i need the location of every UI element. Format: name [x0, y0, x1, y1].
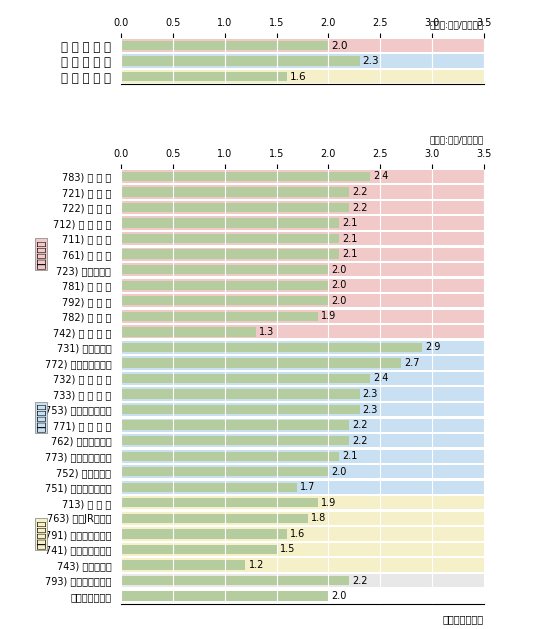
Bar	[121, 482, 298, 492]
Bar	[121, 55, 484, 68]
Bar	[121, 387, 484, 401]
Text: 2.2: 2.2	[353, 436, 368, 446]
Bar	[121, 309, 484, 323]
Text: 2.1: 2.1	[342, 451, 358, 461]
Bar	[121, 527, 484, 540]
Text: 1.5: 1.5	[280, 545, 295, 554]
Bar	[121, 234, 339, 243]
Bar	[121, 343, 422, 352]
Bar	[121, 467, 328, 476]
Text: （単位:箇所/人・日）: （単位:箇所/人・日）	[430, 136, 484, 145]
Text: 2.1: 2.1	[342, 249, 358, 259]
Bar	[121, 436, 349, 445]
Text: 2.4: 2.4	[373, 374, 388, 384]
Bar	[121, 216, 484, 230]
Text: 2.2: 2.2	[353, 420, 368, 430]
Text: 2.1: 2.1	[342, 233, 358, 243]
Text: 2.0: 2.0	[332, 40, 348, 50]
Bar	[121, 170, 484, 183]
Bar	[121, 434, 484, 447]
Text: 1.9: 1.9	[321, 311, 337, 321]
Text: 名所旧跡型: 名所旧跡型	[36, 240, 46, 269]
Bar	[121, 498, 318, 508]
Bar	[121, 514, 307, 523]
Bar	[121, 512, 484, 525]
Text: 2.3: 2.3	[362, 404, 378, 415]
Bar	[121, 265, 328, 274]
Bar	[121, 201, 484, 214]
Bar	[121, 420, 349, 430]
Bar	[121, 372, 484, 385]
Bar	[121, 452, 339, 461]
Bar	[121, 294, 484, 308]
Text: 2.0: 2.0	[332, 265, 347, 275]
Bar	[121, 359, 401, 367]
Text: 1.6: 1.6	[290, 72, 307, 82]
Text: 2.0: 2.0	[332, 591, 347, 601]
Bar	[121, 341, 484, 354]
Bar	[121, 403, 484, 416]
Text: 2.4: 2.4	[373, 172, 388, 181]
Bar	[121, 574, 484, 587]
Text: まちなか型: まちなか型	[36, 403, 46, 432]
Bar	[121, 72, 287, 81]
Text: 2.3: 2.3	[362, 389, 378, 399]
Bar	[121, 57, 360, 65]
Text: 資料：回遊調査: 資料：回遊調査	[443, 614, 484, 624]
Bar	[121, 172, 370, 181]
Bar	[121, 418, 484, 431]
Bar	[121, 250, 339, 259]
Bar	[121, 529, 287, 538]
Bar	[121, 576, 349, 585]
Bar	[121, 560, 245, 570]
Bar	[121, 325, 484, 338]
Bar	[121, 543, 484, 556]
Bar	[121, 281, 328, 290]
Bar	[121, 589, 484, 603]
Text: 2.0: 2.0	[332, 467, 347, 477]
Text: 2.7: 2.7	[404, 358, 420, 368]
Text: 2.9: 2.9	[425, 342, 440, 352]
Bar	[121, 248, 484, 261]
Bar	[121, 357, 484, 370]
Bar	[121, 327, 256, 337]
Text: 1.3: 1.3	[259, 327, 274, 337]
Bar	[121, 70, 484, 83]
Bar	[121, 559, 484, 572]
Bar	[121, 405, 360, 415]
Text: 1.9: 1.9	[321, 498, 337, 508]
Text: 2.1: 2.1	[342, 218, 358, 228]
Text: 2.3: 2.3	[362, 56, 379, 66]
Bar	[121, 218, 339, 228]
Text: 2.2: 2.2	[353, 576, 368, 586]
Bar	[121, 187, 349, 197]
Bar	[121, 374, 370, 383]
Text: 時間消費型: 時間消費型	[36, 519, 46, 548]
Bar	[121, 389, 360, 399]
Bar	[121, 39, 484, 52]
Bar	[121, 41, 328, 50]
Text: 2.2: 2.2	[353, 203, 368, 213]
Text: 2.2: 2.2	[353, 187, 368, 197]
Bar	[121, 232, 484, 245]
Bar	[121, 186, 484, 199]
Text: 1.6: 1.6	[290, 529, 305, 539]
Text: 1.2: 1.2	[249, 560, 264, 570]
Bar	[121, 203, 349, 212]
Bar	[121, 465, 484, 478]
Text: 2.0: 2.0	[332, 281, 347, 290]
Bar	[121, 296, 328, 306]
Text: 2.0: 2.0	[332, 296, 347, 306]
Text: 1.7: 1.7	[300, 482, 316, 493]
Bar	[121, 263, 484, 276]
Text: （単位:箇所/人・日）: （単位:箇所/人・日）	[430, 20, 484, 30]
Text: 1.8: 1.8	[311, 513, 326, 523]
Bar	[121, 481, 484, 494]
Bar	[121, 496, 484, 509]
Bar	[121, 450, 484, 463]
Bar	[121, 545, 277, 554]
Bar	[121, 279, 484, 292]
Bar	[121, 591, 328, 601]
Bar	[121, 311, 318, 321]
